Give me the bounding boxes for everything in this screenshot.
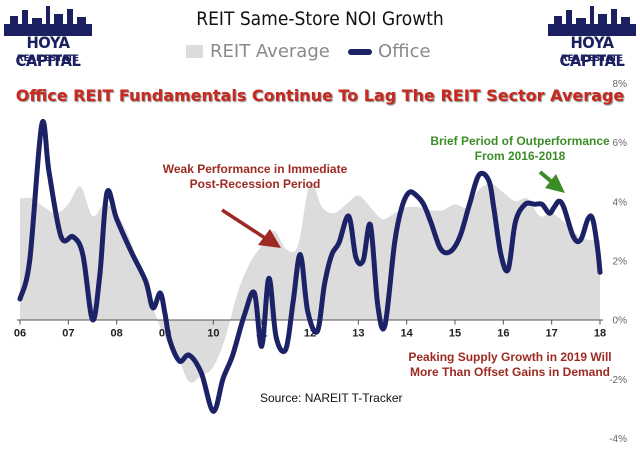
annotation-supply-line2: More Than Offset Gains in Demand <box>409 365 611 379</box>
annotation-supply-line1: Peaking Supply Growth in 2019 Will <box>408 350 612 364</box>
weak-performance-arrow <box>221 208 266 240</box>
logo-sub-text: REAL ESTATE <box>561 54 623 64</box>
outperformance-arrow <box>538 170 554 184</box>
city-skyline-icon <box>4 6 92 36</box>
legend-swatch-line <box>348 49 372 55</box>
y-axis-tick-labels: 8% 6% 4% 2% 0% -2% -4% <box>609 79 627 445</box>
hoya-capital-logo-right: HOYA CAPITAL REAL ESTATE <box>548 4 636 70</box>
annotation-weak-line2: Post-Recession Period <box>189 177 321 191</box>
source-note: Source: NAREIT T-Tracker <box>260 391 403 405</box>
logo-sub-text: REAL ESTATE <box>17 54 79 64</box>
x-axis-tick-label: 07 <box>62 328 74 340</box>
x-axis-tick-label: 14 <box>401 328 414 340</box>
series-reit-average-area <box>20 182 600 383</box>
annotation-supply: Peaking Supply Growth in 2019 Will More … <box>400 350 620 380</box>
city-skyline-icon <box>548 6 636 36</box>
y-axis-tick-label: 4% <box>613 197 628 208</box>
annotation-outperformance-line2: From 2016-2018 <box>474 149 566 163</box>
y-axis-tick-label: 6% <box>613 138 628 149</box>
annotation-outperformance-line1: Brief Period of Outperformance <box>430 134 610 148</box>
y-axis-tick-label: 2% <box>613 257 628 268</box>
logo-main-text: HOYA CAPITAL <box>559 33 625 70</box>
x-axis-tick-label: 06 <box>14 328 26 340</box>
chart-title: REIT Same-Store NOI Growth <box>196 8 444 30</box>
x-axis-tick-label: 17 <box>546 328 558 340</box>
x-axis-tick-label: 08 <box>111 328 123 340</box>
reit-average-area-layer <box>20 182 600 383</box>
x-axis-tick-label: 15 <box>449 328 461 340</box>
x-axis-tick-label: 13 <box>352 328 364 340</box>
annotation-weak-performance: Weak Performance in Immediate Post-Reces… <box>130 162 380 192</box>
hoya-capital-logo-left: HOYA CAPITAL REAL ESTATE <box>4 4 92 70</box>
series-office-line <box>17 119 603 414</box>
legend-swatch-area <box>186 45 203 58</box>
x-axis-tick-label: 10 <box>207 328 219 340</box>
y-axis-tick-label: 8% <box>613 79 628 90</box>
annotation-weak-line1: Weak Performance in Immediate <box>162 162 348 176</box>
x-axis-tick-labels: 06 07 08 09 10 11 12 13 14 15 16 17 18 <box>14 328 606 340</box>
y-axis-tick-label: -4% <box>609 434 627 445</box>
chart-subtitle: Office REIT Fundamentals Continue To Lag… <box>15 86 625 105</box>
outperformance-arrowhead <box>545 174 565 193</box>
weak-performance-arrowhead <box>258 229 281 248</box>
legend-label-office: Office <box>378 41 431 62</box>
office-line-layer <box>17 119 603 414</box>
annotation-outperformance: Brief Period of Outperformance From 2016… <box>410 134 630 164</box>
legend-label-reit-average: REIT Average <box>210 41 330 62</box>
y-axis-tick-label: -2% <box>609 375 627 386</box>
logo-main-text: HOYA CAPITAL <box>15 33 81 70</box>
y-axis-tick-label: 0% <box>613 316 628 327</box>
chart-legend: REIT Average Office <box>0 40 640 64</box>
x-axis-tick-label: 18 <box>594 328 606 340</box>
x-axis-tick-label: 16 <box>497 328 509 340</box>
